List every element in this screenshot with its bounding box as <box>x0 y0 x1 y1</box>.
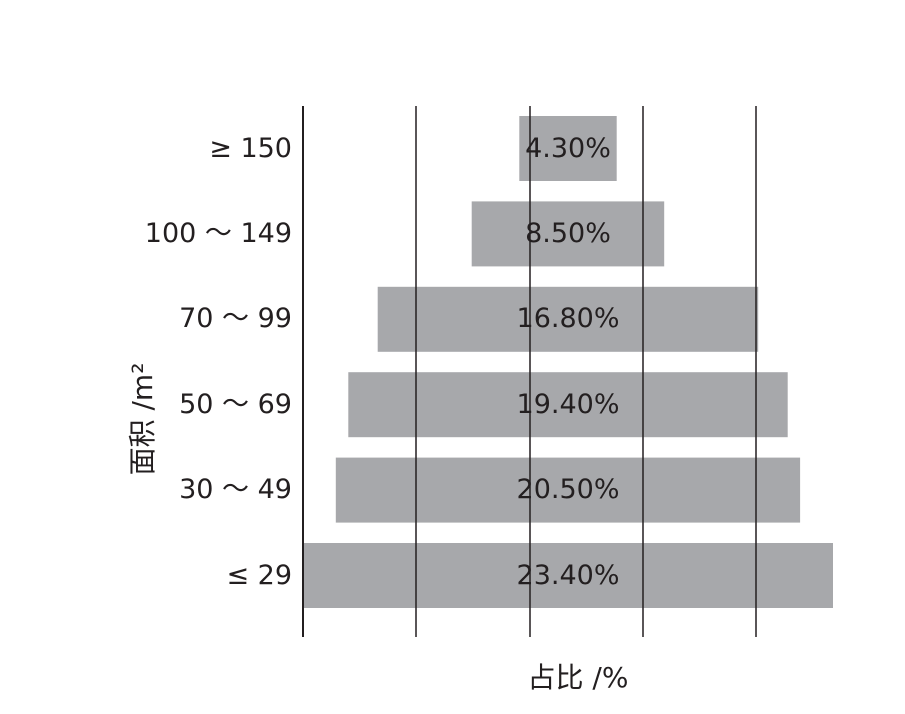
bar-value-label: 8.50% <box>525 217 611 249</box>
y-axis-label: 面积 /m² <box>126 362 159 476</box>
bar <box>471 201 665 267</box>
bar <box>335 457 801 523</box>
x-axis-label: 占比 /% <box>527 661 629 694</box>
category-label: ≤ 29 <box>226 559 292 591</box>
bar <box>303 543 833 608</box>
category-label: 100 ～ 149 <box>144 217 292 249</box>
category-label: ≥ 150 <box>209 132 292 164</box>
category-label: 30 ～ 49 <box>179 474 292 506</box>
category-label: 70 ～ 99 <box>179 303 292 335</box>
bar-value-label: 16.80% <box>516 303 620 335</box>
bar-value-label: 4.30% <box>525 132 611 164</box>
bar <box>519 116 617 181</box>
bar-value-label: 19.40% <box>516 388 620 420</box>
bar <box>377 286 759 352</box>
bar-value-label: 23.40% <box>516 559 620 591</box>
bar <box>348 372 788 438</box>
category-label: 50 ～ 69 <box>179 388 292 420</box>
bar-value-label: 20.50% <box>516 474 620 506</box>
